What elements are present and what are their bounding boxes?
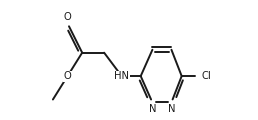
Text: HN: HN xyxy=(114,71,129,81)
Text: Cl: Cl xyxy=(201,71,211,81)
Text: N: N xyxy=(149,104,156,114)
Text: O: O xyxy=(64,12,71,22)
Text: N: N xyxy=(168,104,175,114)
Text: O: O xyxy=(64,71,71,81)
